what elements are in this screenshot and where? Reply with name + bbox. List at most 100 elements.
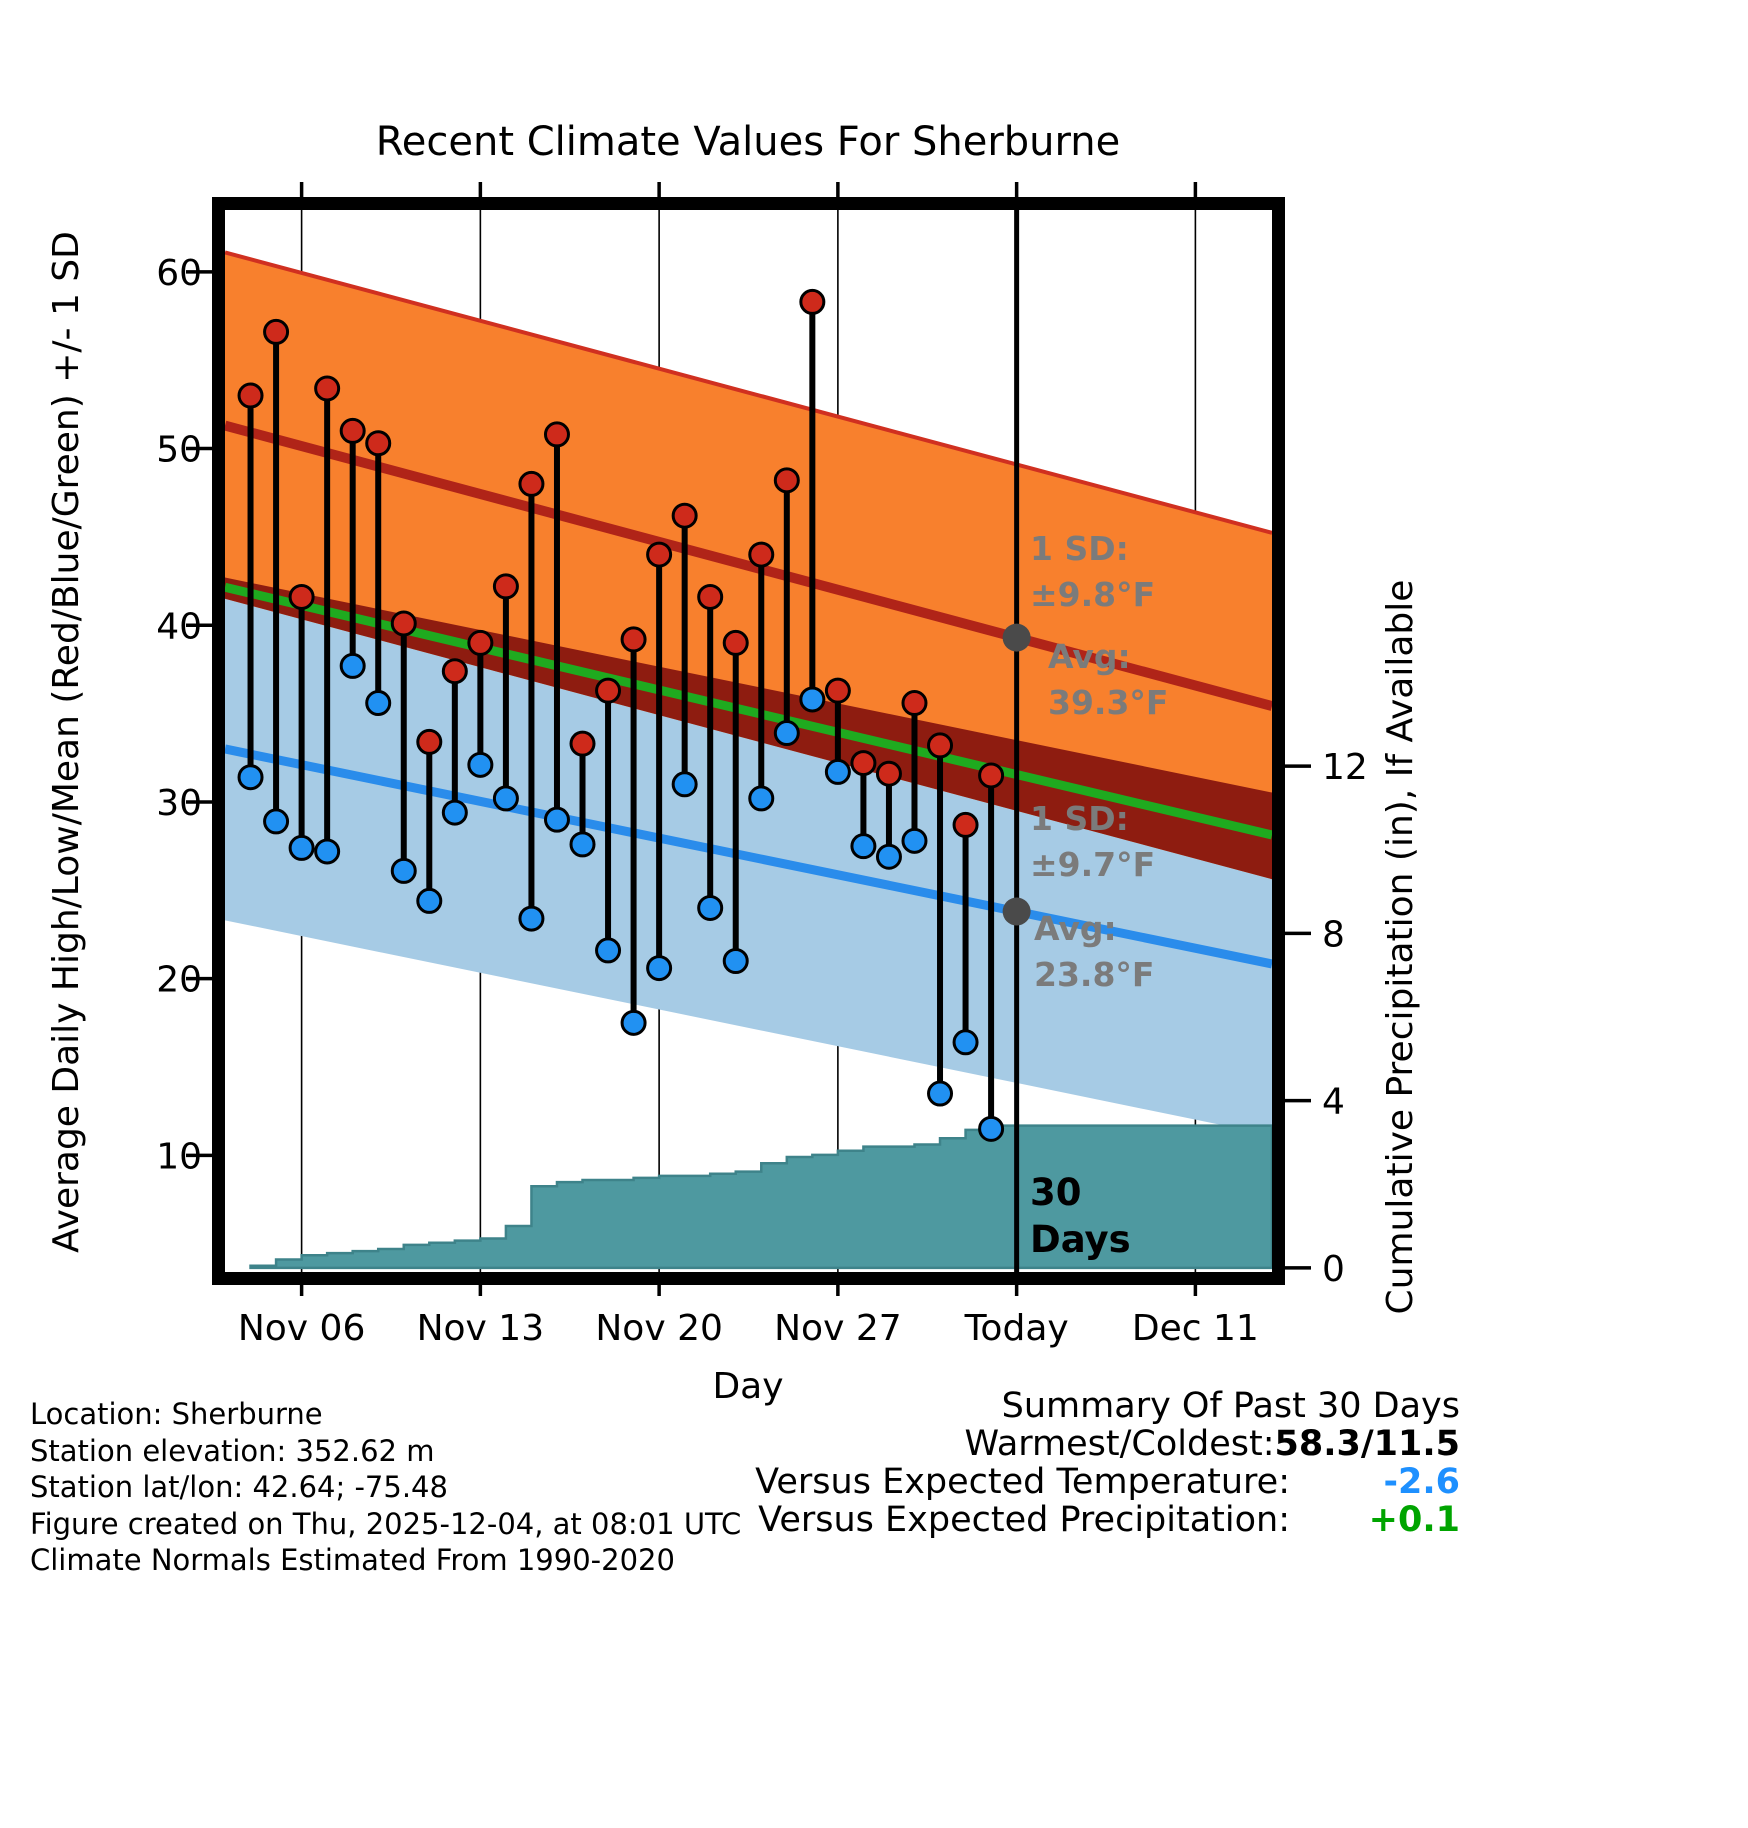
y-left-tick-label: 20 [156,960,202,1001]
high-sd-annotation-value: ±9.8°F [1030,575,1155,614]
daily-high-dot [595,677,622,704]
axis-ticks [186,182,1311,1296]
daily-low-dot [416,887,443,914]
daily-low-dot [237,764,264,791]
daily-low-dot [646,955,673,982]
daily-high-dot [773,467,800,494]
x-tick-label: Nov 13 [417,1308,545,1349]
low-normal-line [224,744,1273,969]
y-axis-label-right: Cumulative Precipitation (in), If Availa… [1380,580,1421,1315]
meta-location: Location: Sherburne [30,1397,323,1431]
daily-low-dot [314,838,341,865]
daily-high-dot [288,583,315,610]
daily-high-dot [952,811,979,838]
summary-row-warmest-coldest: Warmest/Coldest: 58.3/11.5 [660,1426,1460,1463]
climate-chart: Recent Climate Values For Sherburne Aver… [46,119,1421,1407]
daily-high-dot [543,421,570,448]
today-high-avg-dot [1002,623,1031,652]
high-normal-line [223,420,1274,711]
warmest-coldest-label: Warmest/Coldest: [964,1424,1275,1464]
vs-temperature-value: -2.6 [1383,1462,1460,1502]
daily-low-dot [927,1080,954,1107]
period-annotation-line2: Days [1030,1218,1131,1261]
y-left-tick-label: 50 [156,430,202,471]
high-avg-annotation-label: Avg: [1048,637,1131,676]
low-sd-annotation-value: ±9.7°F [1030,845,1155,884]
summary-row-vs-precipitation: Versus Expected Precipitation: +0.1 [660,1502,1460,1539]
y-left-tick-label: 60 [156,253,202,294]
daily-high-dot [646,541,673,568]
daily-high-dot [390,610,417,637]
x-tick-label: Dec 11 [1132,1308,1259,1349]
x-tick-label: Nov 27 [774,1308,902,1349]
daily-low-dot [978,1115,1005,1142]
daily-high-dot [620,626,647,653]
daily-low-dot [901,827,928,854]
daily-low-dot [569,831,596,858]
daily-low-dot [441,799,468,826]
y-left-tick-label: 30 [156,783,202,824]
daily-high-dot [671,502,698,529]
daily-high-dot [518,470,545,497]
y-right-tick-label: 4 [1322,1082,1345,1123]
daily-high-dot [237,382,264,409]
daily-low-dot [263,808,290,835]
daily-low-dot [799,686,826,713]
daily-high-dot [978,762,1005,789]
daily-high-dot [263,318,290,345]
daily-high-dot [748,541,775,568]
daily-low-dot [850,833,877,860]
daily-high-dot [339,417,366,444]
daily-high-dot [850,750,877,777]
tick-labels: Nov 06 Nov 13 Nov 20 Nov 27 Today Dec 11 10 20 3… [156,253,1368,1349]
daily-stems [237,288,1005,1142]
daily-high-dot [799,288,826,315]
y-right-tick-label: 8 [1322,914,1345,955]
x-tick-label: Today [964,1308,1069,1349]
daily-high-dot [722,629,749,656]
y-axis-label-left: Average Daily High/Low/Mean (Red/Blue/Gr… [46,231,87,1253]
daily-low-dot [543,806,570,833]
daily-low-dot [390,857,417,884]
daily-low-dot [773,720,800,747]
daily-high-dot [875,760,902,787]
daily-low-dot [620,1009,647,1036]
daily-low-dot [697,894,724,921]
daily-high-dot [441,658,468,685]
meta-normals: Climate Normals Estimated From 1990-2020 [30,1543,675,1577]
chart-title: Recent Climate Values For Sherburne [376,119,1120,165]
meta-elevation: Station elevation: 352.62 m [30,1433,435,1468]
high-band-top-line [224,250,1273,535]
summary-panel: Summary Of Past 30 Days Warmest/Coldest:… [660,1388,1460,1539]
daily-low-dot [339,652,366,679]
low-sd-annotation-label: 1 SD: [1030,799,1129,838]
daily-low-dot [875,843,902,870]
daily-high-dot [927,732,954,759]
vs-temperature-label: Versus Expected Temperature: [755,1462,1290,1502]
today-low-avg-dot [1002,897,1031,926]
meta-created: Figure created on Thu, 2025-12-04, at 08… [30,1506,742,1541]
daily-low-dot [595,937,622,964]
daily-low-dot [671,771,698,798]
vs-precipitation-value: +0.1 [1368,1500,1460,1540]
daily-high-dot [824,677,851,704]
daily-high-dot [314,375,341,402]
daily-high-dot [467,629,494,656]
y-right-tick-label: 0 [1322,1249,1345,1290]
daily-high-dot [416,728,443,755]
today-marker [1002,210,1031,1272]
plot-border [212,197,1285,1285]
high-avg-annotation-value: 39.3°F [1048,683,1168,722]
daily-low-dot [952,1029,979,1056]
x-axis-label: Day [712,1366,783,1407]
x-tick-label: Nov 06 [238,1308,366,1349]
summary-title: Summary Of Past 30 Days [1001,1386,1460,1426]
daily-low-dot [722,947,749,974]
annotations: 1 SD: ±9.8°F Avg: 39.3°F 1 SD: ±9.7°F Av… [1030,529,1168,1261]
daily-high-dot [365,430,392,457]
period-annotation-line1: 30 [1030,1171,1082,1214]
summary-row-vs-temperature: Versus Expected Temperature: -2.6 [660,1464,1460,1501]
daily-low-dot [467,751,494,778]
low-avg-annotation-label: Avg: [1034,909,1117,948]
vs-precipitation-label: Versus Expected Precipitation: [758,1500,1290,1540]
